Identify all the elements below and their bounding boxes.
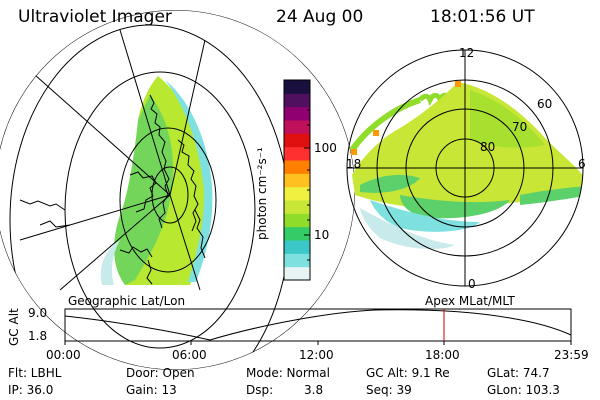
colorbar-band xyxy=(284,266,310,280)
info-dsp-label: Dsp: xyxy=(246,383,274,397)
timeline-ytick-top: 9.0 xyxy=(28,306,48,320)
geographic-map xyxy=(0,10,355,370)
colorbar-band xyxy=(284,240,310,254)
info-gain: Gain: 13 xyxy=(126,383,177,397)
colorbar-band xyxy=(284,253,310,268)
mlt-label-12: 12 xyxy=(459,46,475,60)
timeline-xtick-0600: 06:00 xyxy=(172,348,207,362)
polar-panel-label: Apex MLat/MLT xyxy=(425,294,515,308)
colorbar-band xyxy=(284,133,310,148)
timeline-xtick-2359: 23:59 xyxy=(554,348,589,362)
info-filter: Flt: LBHL xyxy=(8,366,62,380)
time-label: 18:01:56 UT xyxy=(430,7,535,27)
mlt-label-0: 0 xyxy=(468,277,476,291)
colorbar-band xyxy=(284,173,310,188)
mlt-label-6: 6 xyxy=(578,157,586,171)
timeline-xtick-1800: 18:00 xyxy=(425,348,460,362)
colorbar-tick-100: 100 xyxy=(314,141,337,155)
colorbar-band xyxy=(284,186,310,201)
colorbar-tick-10: 10 xyxy=(314,228,330,242)
polar-plot xyxy=(346,49,584,287)
colorbar-unit-label: photon cm⁻²s⁻¹ xyxy=(255,147,269,240)
colorbar-band xyxy=(284,146,310,161)
colorbar-band xyxy=(284,213,310,228)
geo-panel-label: Geographic Lat/Lon xyxy=(68,294,186,308)
info-glon: GLon: 103.3 xyxy=(487,383,560,397)
color-scale-bar xyxy=(283,79,311,281)
timeline-ylabel: GC Alt xyxy=(7,308,21,346)
mlat-label-60: 60 xyxy=(537,97,553,111)
info-door: Door: Open xyxy=(126,366,195,380)
polar-aurora-arc xyxy=(349,97,421,152)
colorbar-band xyxy=(284,200,310,214)
colorbar-band xyxy=(284,106,310,121)
info-mode: Mode: Normal xyxy=(246,366,330,380)
timeline-ytick-bottom: 1.8 xyxy=(28,329,48,343)
info-dsp-value: 3.8 xyxy=(304,383,324,397)
altitude-timeline xyxy=(64,308,572,345)
mlat-label-80: 80 xyxy=(480,140,496,154)
mlt-label-18: 18 xyxy=(346,157,362,171)
colorbar-band xyxy=(284,160,310,174)
colorbar-band xyxy=(284,120,310,134)
timeline-xtick-1200: 12:00 xyxy=(299,348,334,362)
mlat-label-70: 70 xyxy=(512,120,528,134)
info-glat: GLat: 74.7 xyxy=(487,366,550,380)
instrument-title: Ultraviolet Imager xyxy=(18,7,172,27)
altitude-curve xyxy=(64,309,572,341)
info-seq: Seq: 39 xyxy=(366,383,412,397)
timeline-xtick-0000: 00:00 xyxy=(46,348,81,362)
info-gc-alt: GC Alt: 9.1 Re xyxy=(366,366,450,380)
colorbar-band xyxy=(284,93,310,108)
date-label: 24 Aug 00 xyxy=(276,7,364,27)
info-ip: IP: 36.0 xyxy=(8,383,54,397)
colorbar-band xyxy=(284,226,310,241)
colorbar-band xyxy=(284,80,310,94)
